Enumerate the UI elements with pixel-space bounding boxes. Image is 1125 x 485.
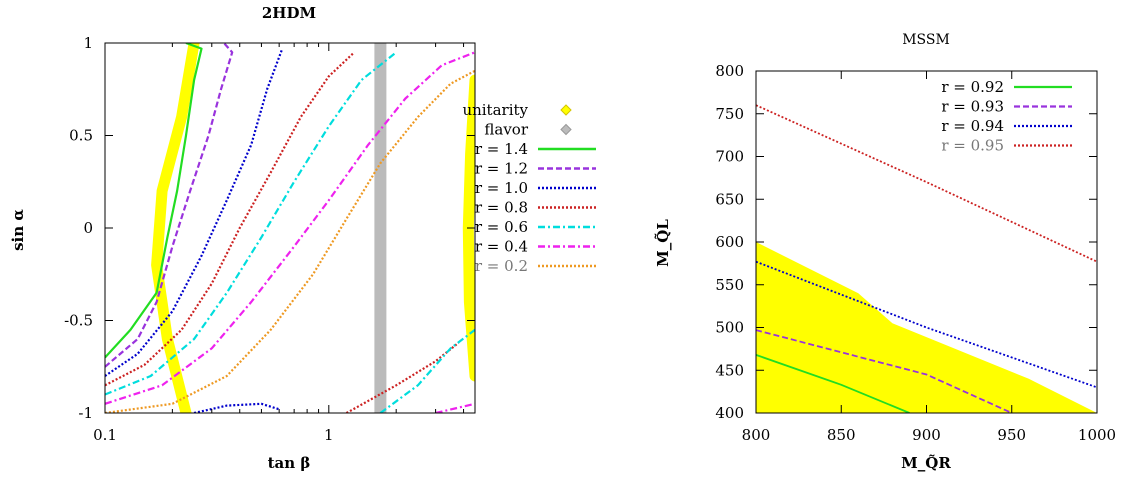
- left-legend-label: r = 1.0: [475, 179, 528, 197]
- right-y-tick-label: 800: [715, 62, 744, 80]
- right-y-tick-label: 700: [715, 148, 744, 166]
- left-series: [105, 43, 475, 413]
- right-x-tick-label: 1000: [1078, 426, 1116, 444]
- left-chart-title: 2HDM: [262, 4, 316, 22]
- right-legend-label: r = 0.94: [941, 117, 1004, 135]
- left-legend-label: flavor: [484, 121, 528, 139]
- curve-10-1: [193, 402, 280, 413]
- left-x-tick-label: 1: [324, 426, 334, 444]
- left-legend-label: unitarity: [462, 101, 528, 119]
- left-legend-marker: [560, 123, 572, 136]
- left-x-axis-label: tan β: [268, 454, 311, 472]
- curve-08-1: [345, 341, 460, 413]
- right-y-tick-label: 600: [715, 233, 744, 251]
- curve-12-0: [105, 43, 234, 368]
- left-legend-label: r = 0.6: [475, 218, 528, 236]
- right-ticks: 800 850 900 950 1000 400 450 500 550 600 650 700 750…: [715, 62, 1116, 444]
- left-regions: [151, 43, 475, 413]
- left-x-tick-label: 0.1: [93, 426, 117, 444]
- right-legend-label: r = 0.93: [941, 98, 1004, 116]
- right-y-tick-label: 450: [715, 361, 744, 379]
- left-legend-label: r = 1.2: [475, 160, 528, 178]
- left-y-tick-label: 0: [83, 219, 93, 237]
- left-legend-label: r = 0.2: [475, 257, 528, 275]
- left-y-tick-label: -0.5: [64, 312, 93, 330]
- left-legend-label: r = 1.4: [475, 140, 528, 158]
- right-y-tick-label: 500: [715, 319, 744, 337]
- curve-14-0: [105, 43, 203, 359]
- right-x-tick-label: 950: [997, 426, 1026, 444]
- right-x-tick-label: 900: [912, 426, 941, 444]
- right-y-axis-label: M_Q̃L: [654, 219, 672, 267]
- line-092: [756, 354, 910, 413]
- right-y-tick-label: 750: [715, 105, 744, 123]
- right-x-tick-label: 800: [742, 426, 771, 444]
- right-legend: r = 0.92 r = 0.93r = 0.94 r = 0.95: [941, 78, 1072, 155]
- left-ticks: 0.1 1 -1 -0.5 0 0.5 1: [64, 34, 475, 444]
- left-y-tick-label: 0.5: [69, 127, 93, 145]
- line-094: [756, 260, 1097, 389]
- left-y-tick-label: -1: [78, 404, 93, 422]
- curve-04-1: [435, 402, 475, 413]
- left-legend-label: r = 0.4: [475, 238, 528, 256]
- curve-06-0: [105, 51, 397, 396]
- right-chart: MSSM 800 850 900 950 1000 400 450 500 550 600 650 7…: [654, 32, 1116, 472]
- left-y-tick-label: 1: [83, 34, 93, 52]
- right-y-tick-label: 650: [715, 190, 744, 208]
- right-x-tick-label: 850: [827, 426, 856, 444]
- right-regions: [756, 242, 1097, 413]
- unitarity-band-0: [151, 43, 200, 413]
- left-legend-marker: [560, 104, 572, 116]
- right-x-axis-label: M_Q̃R: [901, 454, 951, 472]
- right-y-tick-label: 550: [715, 276, 744, 294]
- left-chart: 2HDM 0.1 1 -1 -0.5 0 0.5 1 tan β sin α unitari…: [9, 4, 596, 472]
- flavor-band: [374, 43, 387, 413]
- right-y-tick-label: 400: [715, 404, 744, 422]
- line-095: [756, 104, 1097, 263]
- right-legend-label: r = 0.92: [941, 78, 1004, 96]
- line-093: [756, 329, 1013, 413]
- curve-06-1: [379, 328, 475, 413]
- curve-08-0: [105, 51, 356, 387]
- right-legend-label: r = 0.95: [941, 137, 1004, 155]
- left-y-axis-label: sin α: [9, 209, 27, 251]
- right-series: [756, 104, 1097, 413]
- curve-04-0: [105, 51, 475, 405]
- left-legend-label: r = 0.8: [475, 199, 528, 217]
- curve-10-0: [105, 48, 284, 377]
- right-chart-title: MSSM: [902, 32, 950, 48]
- yellow-region: [756, 242, 1097, 413]
